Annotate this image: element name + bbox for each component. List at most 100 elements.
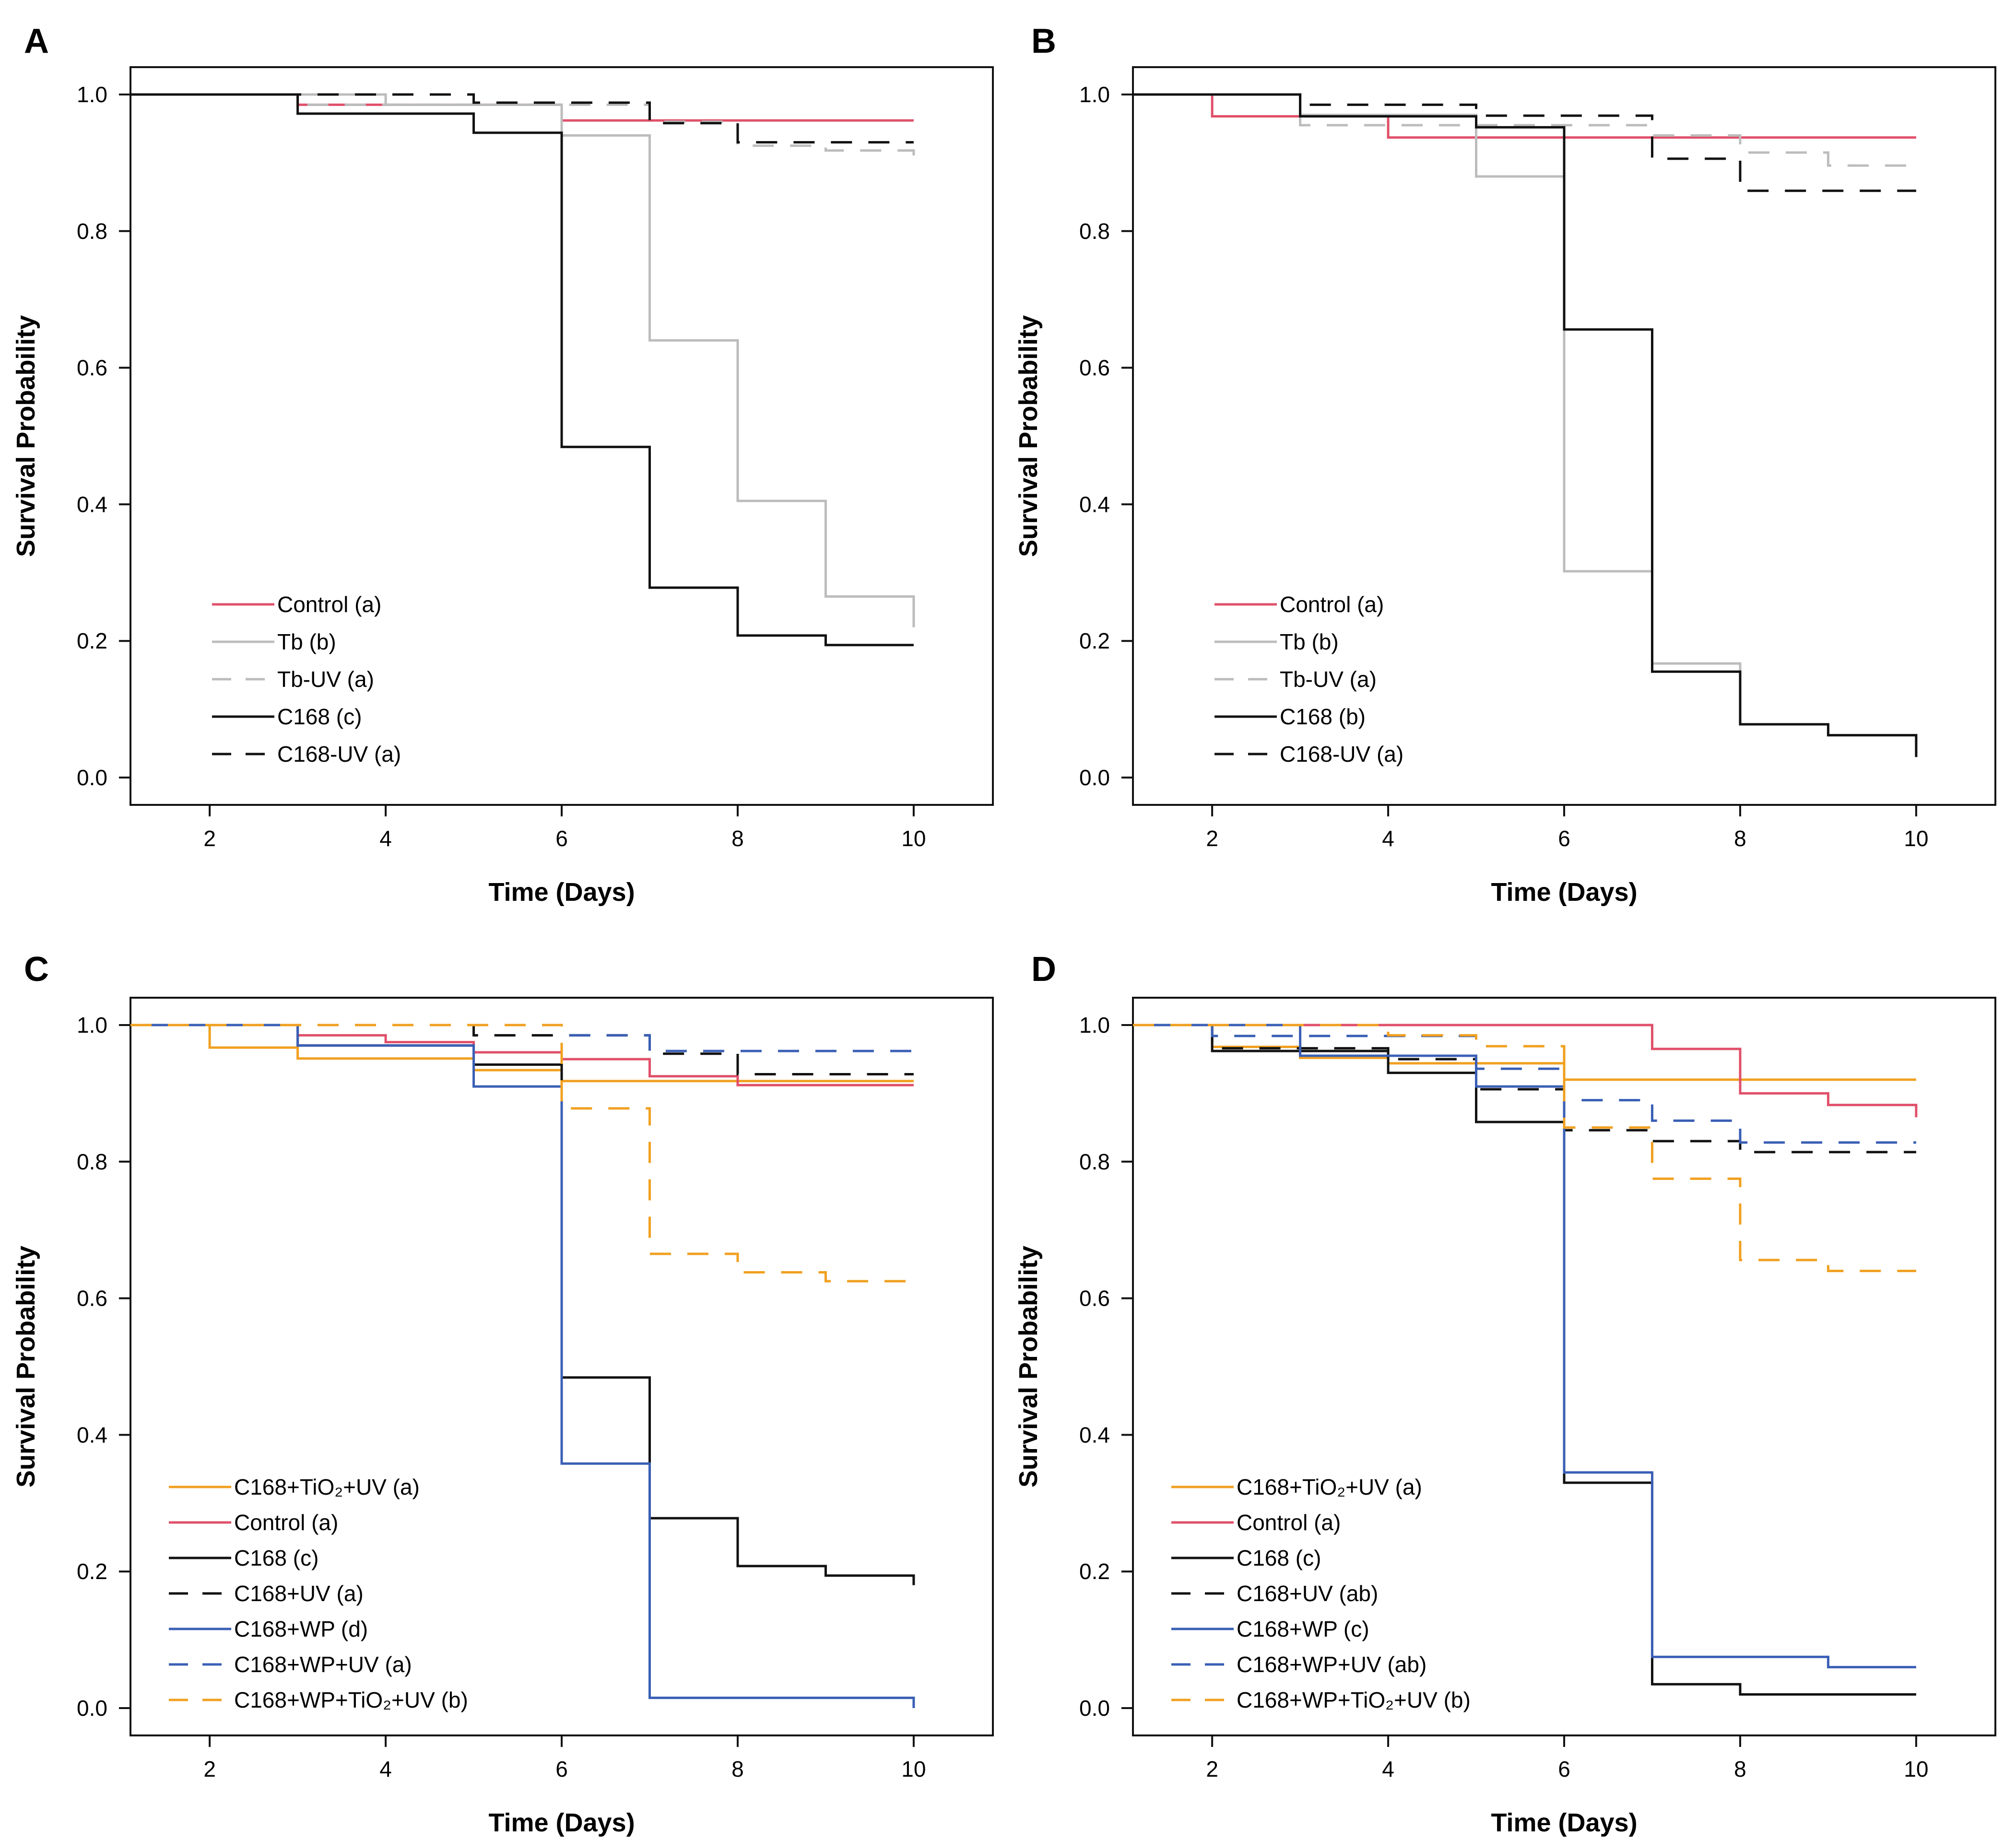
- legend-label: C168+UV (a): [234, 1581, 364, 1606]
- x-tick-label: 6: [1558, 826, 1570, 851]
- y-tick-label: 0.0: [1079, 1696, 1110, 1721]
- x-axis-title: Time (Days): [488, 1808, 635, 1837]
- x-tick-label: 10: [901, 826, 926, 851]
- legend-label: Control (a): [234, 1510, 338, 1535]
- series-line: [1133, 1024, 1916, 1144]
- series-line: [1133, 1024, 1916, 1696]
- series-line: [130, 1024, 914, 1075]
- series-line: [1133, 1024, 1918, 1118]
- legend-label: C168 (c): [234, 1545, 318, 1570]
- y-tick-label: 0.2: [1079, 628, 1110, 653]
- legend: C168+TiO₂+UV (a) Control (a) C168 (c) C168+…: [169, 1474, 468, 1712]
- y-tick-label: 0.0: [77, 1696, 107, 1721]
- x-tick-label: 2: [203, 826, 216, 851]
- legend-label: C168+WP+UV (a): [234, 1652, 412, 1677]
- legend: Control (a) Tb (b) Tb-UV (a) C168 (c) C168-U…: [212, 592, 401, 767]
- series-line: [130, 1024, 915, 1585]
- series-line: [1133, 93, 1918, 754]
- y-tick-label: 0.2: [77, 1559, 107, 1584]
- series-line: [1133, 93, 1916, 167]
- x-tick-label: 8: [731, 1757, 744, 1781]
- series-line: [130, 93, 915, 627]
- x-axis-title: Time (Days): [1491, 1808, 1637, 1837]
- x-axis-title: Time (Days): [488, 878, 635, 907]
- panel-letter: D: [1031, 950, 1056, 989]
- panel-d: D 2 4 6 8 10 0.0 0.2 0.4 0.6 0.8 1.0 Time (Days) Surv…: [1014, 950, 1996, 1837]
- y-tick-label: 0.6: [77, 1286, 107, 1311]
- x-tick-label: 2: [1206, 1757, 1218, 1781]
- y-axis-title: Survival Probability: [1014, 1246, 1043, 1487]
- y-tick-label: 1.0: [1079, 1013, 1110, 1038]
- y-tick-label: 0.2: [1079, 1559, 1110, 1584]
- legend-label: Tb (b): [1280, 629, 1339, 654]
- x-tick-label: 8: [1734, 826, 1746, 851]
- panel-letter: B: [1031, 22, 1056, 60]
- panel-b: B 2 4 6 8 10 0.0 0.2 0.4 0.6 0.8 1.0 Time (Days) Surv…: [1014, 22, 1996, 907]
- legend-label: C168+WP+TiO₂+UV (b): [234, 1687, 468, 1712]
- y-tick-label: 0.8: [1079, 219, 1110, 244]
- legend-label: C168 (c): [277, 704, 362, 729]
- panel-a: A 2 4 6 8 10 0.0 0.2 0.4 0.6 0.8 1.0 Time (Days) Surv…: [12, 22, 994, 907]
- y-axis-title: Survival Probability: [12, 315, 40, 557]
- legend-label: Tb (b): [277, 629, 336, 654]
- series-line: [130, 93, 914, 647]
- legend-label: C168+TiO₂+UV (a): [234, 1474, 420, 1499]
- y-tick-label: 0.8: [77, 1149, 107, 1174]
- x-tick-label: 10: [1904, 826, 1928, 851]
- y-tick-label: 0.8: [77, 219, 107, 244]
- x-tick-label: 10: [1904, 1757, 1928, 1781]
- series-line: [130, 93, 914, 144]
- series-line: [130, 93, 914, 122]
- series-line: [1133, 93, 1918, 757]
- y-tick-label: 0.4: [1079, 1422, 1110, 1447]
- series-line: [1133, 1024, 1916, 1273]
- legend-label: C168+WP+UV (ab): [1237, 1652, 1427, 1677]
- series-line: [1133, 1024, 1916, 1081]
- legend-label: Tb-UV (a): [277, 667, 374, 692]
- y-tick-label: 0.4: [1079, 492, 1110, 517]
- legend-label: C168+WP+TiO₂+UV (b): [1237, 1687, 1471, 1712]
- y-tick-label: 0.6: [1079, 1286, 1110, 1311]
- legend-label: Control (a): [1237, 1510, 1341, 1535]
- y-tick-label: 0.0: [1079, 765, 1110, 790]
- y-tick-label: 0.2: [77, 628, 107, 653]
- x-tick-label: 10: [901, 1757, 926, 1781]
- y-tick-label: 1.0: [77, 82, 107, 107]
- x-axis-title: Time (Days): [1491, 878, 1637, 907]
- legend-label: C168 (c): [1237, 1545, 1321, 1570]
- legend-label: C168+UV (ab): [1237, 1581, 1378, 1606]
- series-line: [1133, 1024, 1916, 1669]
- legend-label: C168+WP (c): [1237, 1616, 1369, 1641]
- x-tick-label: 6: [555, 1757, 568, 1781]
- x-tick-label: 4: [1382, 826, 1394, 851]
- y-axis-title: Survival Probability: [12, 1246, 40, 1487]
- y-tick-label: 0.0: [77, 765, 107, 790]
- legend: Control (a) Tb (b) Tb-UV (a) C168 (b) C168-U…: [1214, 592, 1403, 767]
- legend-label: C168+WP (d): [234, 1616, 368, 1641]
- x-tick-label: 8: [1734, 1757, 1746, 1781]
- panel-letter: A: [24, 22, 49, 60]
- y-tick-label: 0.4: [77, 492, 107, 517]
- y-tick-label: 0.8: [1079, 1149, 1110, 1174]
- legend-label: C168-UV (a): [1280, 742, 1403, 767]
- x-tick-label: 2: [203, 1757, 216, 1781]
- legend-label: C168-UV (a): [277, 742, 401, 767]
- legend-label: Control (a): [277, 592, 381, 617]
- series-line: [130, 1024, 914, 1283]
- y-tick-label: 0.6: [1079, 355, 1110, 380]
- legend-label: Tb-UV (a): [1280, 667, 1377, 692]
- x-tick-label: 8: [731, 826, 744, 851]
- panel-c: C 2 4 6 8 10 0.0 0.2 0.4 0.6 0.8 1.0 Time (Days) Surv…: [12, 950, 994, 1837]
- panel-letter: C: [24, 950, 49, 989]
- y-tick-label: 0.6: [77, 355, 107, 380]
- x-tick-label: 6: [1558, 1757, 1570, 1781]
- series-line: [1133, 93, 1916, 192]
- legend-label: C168+TiO₂+UV (a): [1237, 1474, 1422, 1499]
- y-tick-label: 0.4: [77, 1422, 107, 1447]
- x-tick-label: 4: [379, 826, 392, 851]
- y-axis-title: Survival Probability: [1014, 315, 1043, 557]
- y-tick-label: 1.0: [1079, 82, 1110, 107]
- legend-label: C168 (b): [1280, 704, 1366, 729]
- x-tick-label: 4: [379, 1757, 392, 1781]
